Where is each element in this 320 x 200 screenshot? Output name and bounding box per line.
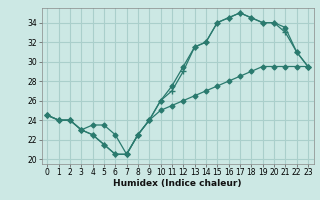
X-axis label: Humidex (Indice chaleur): Humidex (Indice chaleur) — [113, 179, 242, 188]
